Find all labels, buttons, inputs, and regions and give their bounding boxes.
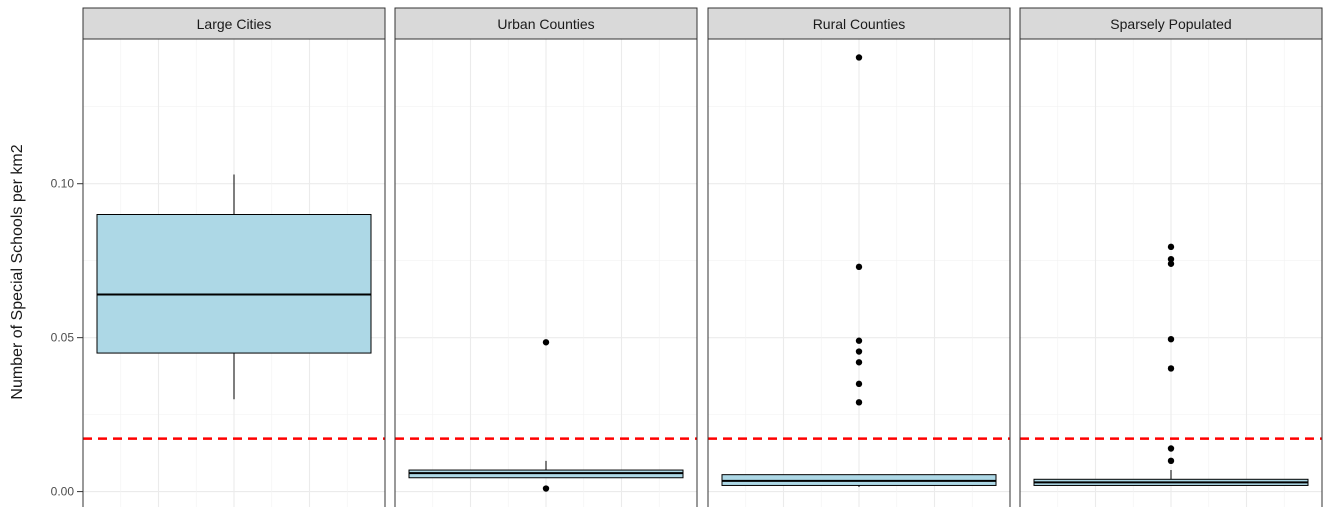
facet-panel: Large Cities [82, 7, 386, 507]
outlier-point [855, 263, 863, 271]
outlier-point [1167, 457, 1175, 465]
facet-strip [82, 7, 386, 40]
outlier-point [542, 485, 550, 492]
facet-strip [394, 7, 698, 40]
y-axis-title: Number of Special Schools per km2 [9, 144, 26, 399]
outlier-point [855, 54, 863, 61]
outlier-point [1167, 445, 1175, 452]
facet-panel: Urban Counties [394, 7, 698, 507]
outlier-point [1167, 255, 1175, 263]
y-tick-label: 0.00 [51, 485, 75, 499]
panel-border [82, 38, 386, 507]
facet-panel: Sparsely Populated [1019, 7, 1323, 507]
outlier-point [855, 359, 863, 366]
outlier-point [1167, 260, 1175, 267]
panel-border [394, 38, 698, 507]
y-tick-label: 0.10 [51, 177, 75, 191]
outlier-point [1167, 335, 1175, 343]
outlier-point [855, 337, 863, 344]
panel-border [1019, 38, 1323, 507]
outlier-point [855, 380, 863, 388]
y-axis: 0.00 0.05 0.10 [51, 177, 83, 499]
y-tick-label: 0.05 [51, 331, 75, 345]
facet-panels: Large Cities Urban Counties Rural Counties… [82, 7, 1323, 507]
facet-strip-label: Rural Counties [813, 16, 906, 32]
facet-strip-label: Sparsely Populated [1110, 16, 1231, 32]
outlier-point [1167, 243, 1175, 251]
facet-strip-label: Urban Counties [497, 16, 594, 32]
panel-border [707, 38, 1011, 507]
outlier-point [1167, 365, 1175, 372]
outlier-point [855, 348, 863, 355]
outlier-point [542, 339, 550, 346]
facet-strip [707, 7, 1011, 40]
facet-panel: Rural Counties [707, 7, 1011, 507]
box [96, 214, 372, 354]
outlier-point [855, 399, 863, 406]
facet-strip-label: Large Cities [197, 16, 272, 32]
